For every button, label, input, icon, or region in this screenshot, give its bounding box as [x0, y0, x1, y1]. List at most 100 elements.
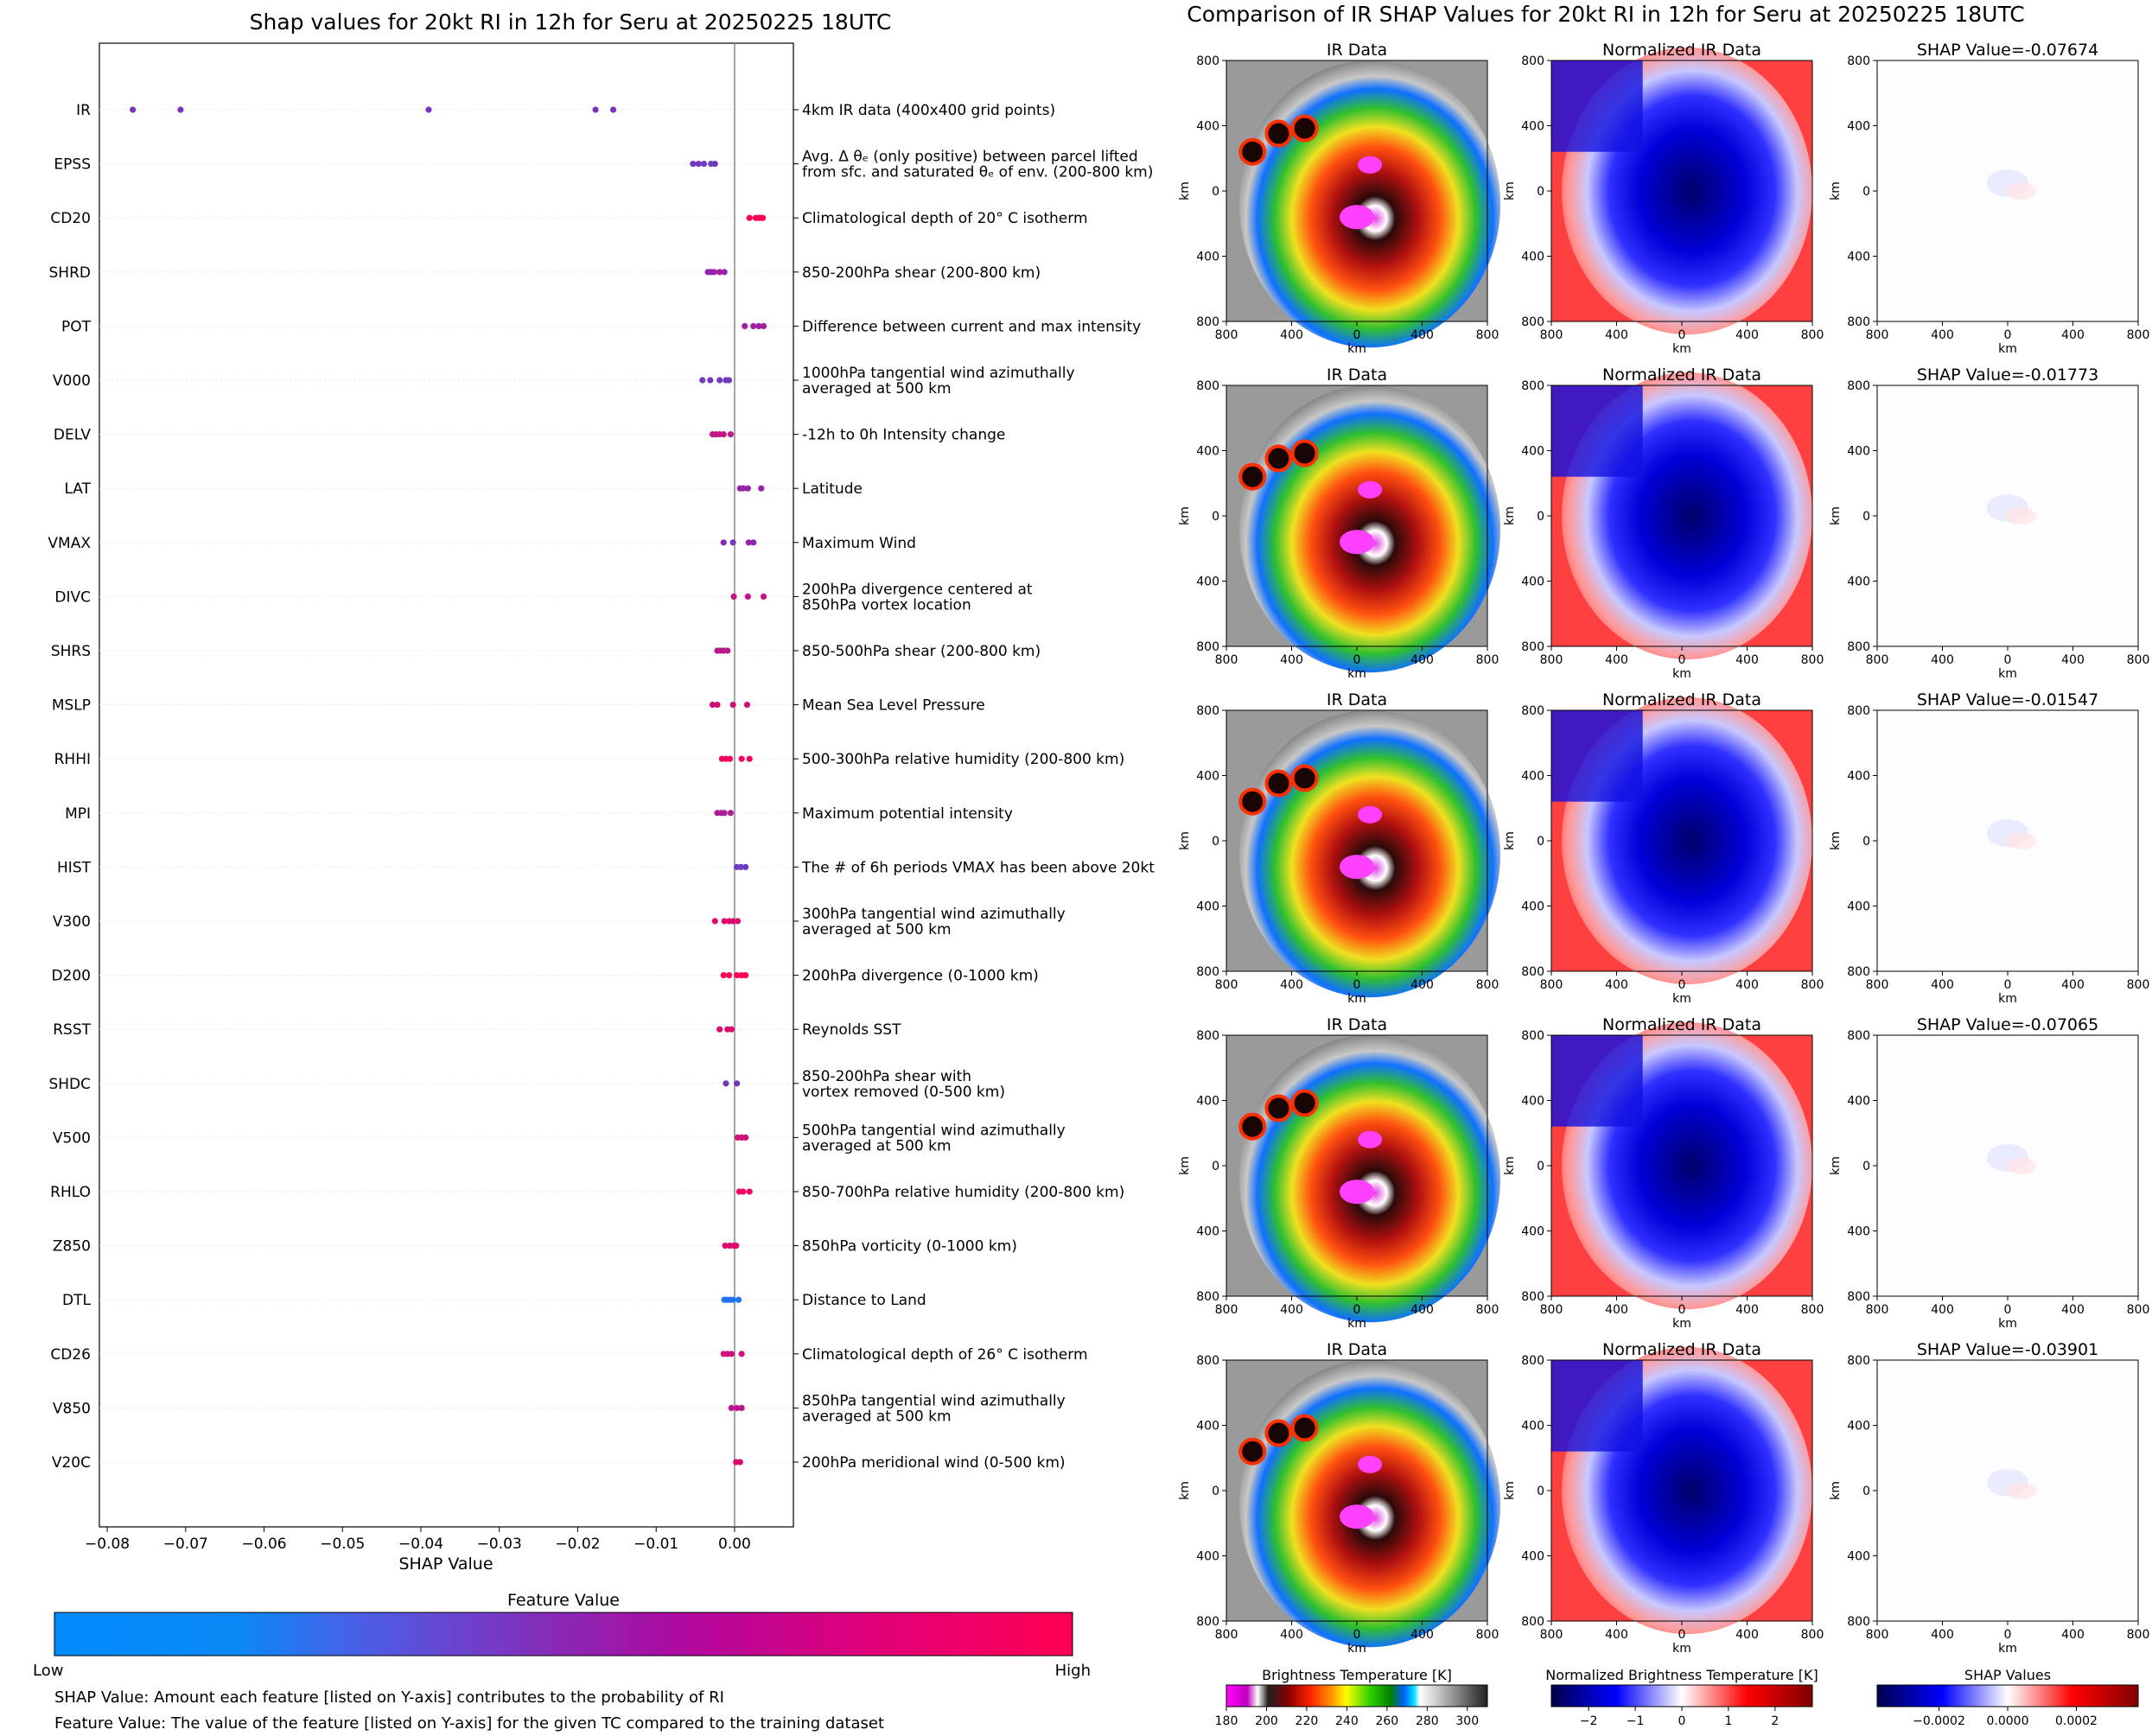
shap-point: [726, 755, 734, 762]
x-tick-label: −0.08: [85, 1536, 130, 1553]
panel-title: Normalized IR Data: [1602, 1015, 1761, 1034]
panel-y-tick-label: 800: [1847, 1029, 1870, 1043]
panel-x-tick-label: 800: [1540, 1303, 1563, 1317]
x-tick-label: −0.01: [634, 1536, 678, 1553]
panel-x-tick-label: 400: [1931, 1303, 1954, 1317]
panel-y-tick-label: 800: [1847, 54, 1870, 68]
colorbar-tick-label: 220: [1296, 1714, 1319, 1728]
colorbar-tick-label: −0.0002: [1913, 1714, 1965, 1728]
shap-point: [711, 918, 718, 925]
ir-storm: [1239, 710, 1501, 998]
shap-point: [727, 810, 735, 817]
feature-description: 500hPa tangential wind azimuthally: [802, 1122, 1066, 1139]
panel-y-axis-label: km: [1178, 506, 1192, 525]
normalized-cloud: [1551, 60, 1643, 152]
panel-y-tick-label: 0: [1212, 185, 1219, 199]
shap-point: [742, 322, 748, 329]
right-title: Comparison of IR SHAP Values for 20kt RI…: [1187, 2, 2024, 27]
feature-name-label: MPI: [65, 805, 91, 823]
feature-description: Difference between current and max inten…: [802, 318, 1141, 335]
feature-name-label: D200: [51, 968, 91, 985]
panel-y-tick-label: 800: [1847, 1615, 1870, 1629]
shap-point: [738, 1404, 745, 1411]
shap-point: [592, 106, 599, 113]
panel-x-tick-label: 0: [1353, 1628, 1361, 1642]
panel-y-tick-label: 800: [1196, 54, 1219, 68]
panel-y-tick-label: 800: [1196, 379, 1219, 393]
panel-x-axis-label: km: [1347, 992, 1366, 1006]
shap-point: [700, 161, 708, 168]
feature-description: Maximum potential intensity: [802, 805, 1013, 823]
panel-y-tick-label: 800: [1847, 640, 1870, 654]
normalized-ir-panel: 800 400 0 400 8008004000400800kmkmNormalized…: [1503, 41, 1824, 356]
panel-y-tick-label: 800: [1196, 1029, 1219, 1043]
shap-point: [721, 269, 728, 276]
panel-y-tick-label: 800: [1521, 54, 1544, 68]
shap-point: [744, 485, 751, 492]
panel-x-tick-label: 400: [1280, 1628, 1303, 1642]
feature-name-label: SHDC: [48, 1076, 91, 1093]
ir-cell: [1238, 137, 1267, 166]
panel-x-tick-label: 0: [2004, 653, 2012, 667]
panel-x-tick-label: 400: [1280, 1303, 1303, 1317]
colorbar-gradient: [1226, 1684, 1488, 1707]
ir-core: [1358, 1455, 1383, 1473]
feature-description: 850hPa vortex location: [802, 596, 971, 614]
panel-x-tick-label: 800: [1801, 653, 1824, 667]
panel-x-tick-label: 800: [1801, 328, 1824, 342]
panel-y-tick-label: 400: [1521, 445, 1544, 459]
shap-point: [709, 702, 716, 709]
feature-description: averaged at 500 km: [802, 380, 952, 397]
ir-storm: [1239, 385, 1501, 673]
panel-y-tick-label: 800: [1521, 640, 1544, 654]
ir-core: [1340, 530, 1374, 555]
feature-name-label: RHLO: [50, 1184, 91, 1201]
panel-x-tick-label: 0: [2004, 1303, 2012, 1317]
feature-name-label: V20C: [52, 1454, 91, 1472]
feature-description: -12h to 0h Intensity change: [802, 427, 1005, 444]
shap-point: [728, 1026, 735, 1033]
panel-x-tick-label: 800: [1215, 1628, 1238, 1642]
shap-point: [716, 269, 723, 276]
panel-title: IR Data: [1327, 1015, 1387, 1034]
shap-point: [729, 702, 736, 709]
shap-point: [758, 485, 765, 492]
panel-x-tick-label: 400: [1605, 1303, 1628, 1317]
feature-name-label: RSST: [53, 1021, 91, 1039]
panel-x-axis-label: km: [1672, 342, 1691, 356]
feature-description: Maximum Wind: [802, 535, 916, 552]
feature-name-label: V300: [53, 913, 91, 931]
panel-y-tick-label: 400: [1847, 120, 1870, 134]
panel-x-tick-label: 400: [1280, 653, 1303, 667]
ir-core: [1340, 1504, 1374, 1529]
panel-x-tick-label: 800: [1801, 978, 1824, 992]
panel-y-tick-label: 400: [1521, 1550, 1544, 1564]
shap-map-feature: [2005, 1482, 2037, 1499]
panel-y-axis-label: km: [1829, 506, 1843, 525]
panel-x-axis-label: km: [1347, 342, 1366, 356]
panel-y-tick-label: 800: [1196, 1615, 1219, 1629]
shap-point: [690, 161, 697, 168]
colorbar-tick-label: 0.0002: [2055, 1714, 2098, 1728]
ir-core: [1358, 1130, 1383, 1148]
ir-core: [1340, 855, 1374, 880]
panel-y-tick-label: 0: [1862, 510, 1870, 524]
feature-description: 850hPa tangential wind azimuthally: [802, 1392, 1066, 1409]
feature-description: 200hPa meridional wind (0-500 km): [802, 1454, 1066, 1472]
panel-x-tick-label: 0: [1678, 653, 1686, 667]
panel-x-tick-label: 0: [1678, 1628, 1686, 1642]
panel-x-tick-label: 400: [2061, 653, 2085, 667]
feature-colorbar-title: Feature Value: [507, 1591, 620, 1610]
x-tick-label: −0.05: [320, 1536, 365, 1553]
ir-cell: [1290, 1089, 1319, 1117]
shap-point: [734, 972, 741, 979]
panel-x-tick-label: 0: [1678, 1303, 1686, 1317]
panel-x-axis-label: km: [1672, 1642, 1691, 1656]
panel-x-tick-label: 400: [2061, 978, 2085, 992]
ir-cell: [1290, 114, 1319, 143]
